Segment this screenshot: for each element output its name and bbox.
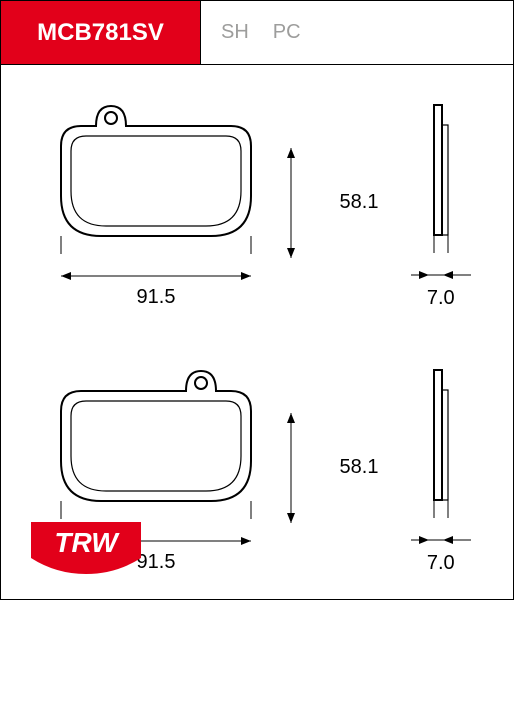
width-label-1: 91.5 [137, 286, 176, 309]
pad-row-1: 91.5 58.1 [41, 95, 473, 310]
variant-codes: SH PC [201, 1, 513, 64]
width-label-2: 91.5 [137, 551, 176, 574]
brake-pad-shape-1 [41, 96, 271, 256]
pad-side-shape-2 [426, 360, 456, 520]
pad-side-1: 7.0 [408, 95, 473, 310]
pad-side-2: 7.0 [408, 360, 473, 575]
part-number: MCB781SV [37, 19, 164, 47]
trw-logo: TRW [31, 522, 141, 579]
height-dim-2 [271, 403, 336, 533]
code-sh: SH [221, 21, 249, 44]
height-label-1: 58.1 [340, 191, 379, 214]
pad-front-1: 91.5 [41, 96, 271, 309]
part-number-box: MCB781SV [1, 1, 201, 64]
thickness-label-1: 7.0 [427, 287, 455, 310]
pad-side-shape-1 [426, 95, 456, 255]
diagram-area: 91.5 58.1 [1, 65, 513, 705]
thickness-label-2: 7.0 [427, 552, 455, 575]
height-dim-1 [271, 138, 336, 268]
thickness-dim-2 [411, 528, 471, 552]
logo-text: TRW [54, 527, 120, 558]
thickness-dim-1 [411, 263, 471, 287]
height-label-2: 58.1 [340, 456, 379, 479]
width-dim-1 [41, 264, 271, 288]
header-bar: MCB781SV SH PC [1, 1, 513, 65]
brake-pad-shape-2 [41, 361, 271, 521]
code-pc: PC [273, 21, 301, 44]
